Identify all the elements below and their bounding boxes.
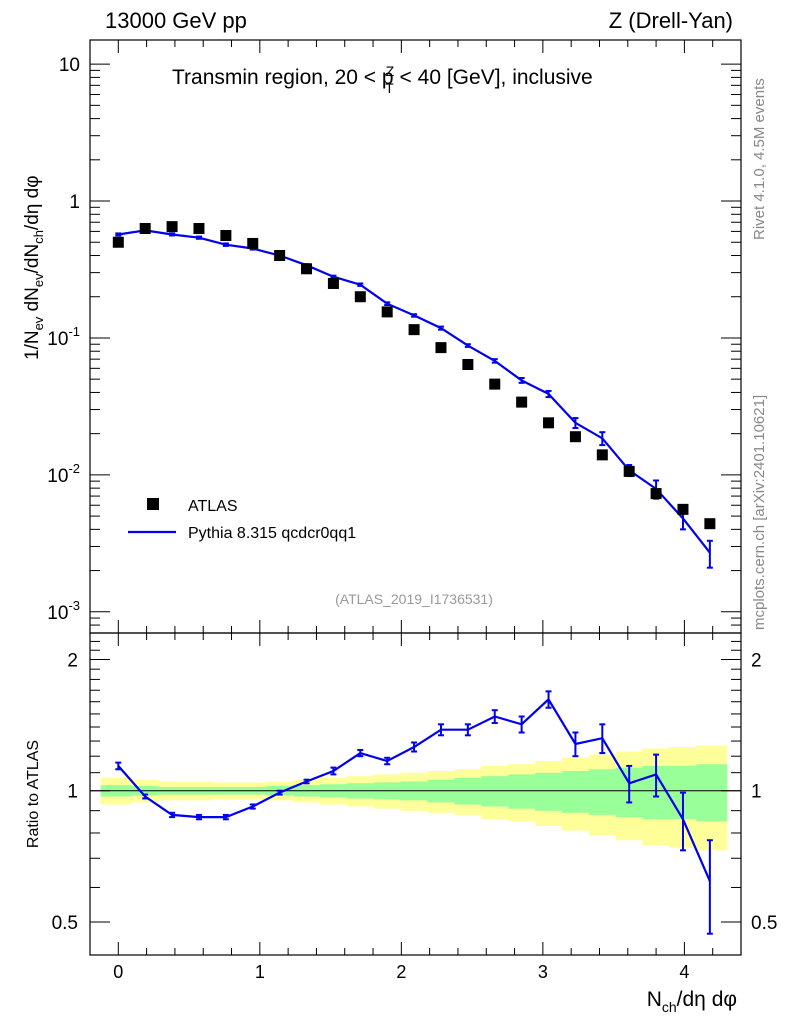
- ratio-y-tick-label-left: 1: [67, 782, 78, 803]
- data-point: [381, 306, 393, 318]
- mcplots-label: mcplots.cern.ch [arXiv:2401.10621]: [751, 395, 768, 630]
- data-point: [166, 221, 178, 233]
- ratio-uncertainty-bands: [100, 745, 728, 851]
- rivet-version-label: Rivet 4.1.0, 4.5M events: [751, 78, 768, 240]
- x-tick-label: 2: [396, 962, 406, 982]
- data-point: [462, 358, 474, 370]
- main-y-tick-label: 10-1: [47, 324, 80, 350]
- data-point: [247, 237, 259, 249]
- ratio-y-tick-label-right: 0.5: [751, 913, 777, 934]
- analysis-id-label: (ATLAS_2019_I1736531): [335, 591, 493, 607]
- data-point: [327, 277, 339, 289]
- data-point: [623, 465, 635, 477]
- ratio-y-axis-label: Ratio to ATLAS: [25, 740, 42, 848]
- plot-title-sub: T: [385, 80, 394, 96]
- x-axis-label: Nch/dη dφ: [647, 988, 737, 1015]
- x-tick-label: 3: [538, 962, 548, 982]
- header-right-label: Z (Drell-Yan): [609, 8, 733, 33]
- data-point: [112, 236, 124, 248]
- main-y-tick-label: 10-2: [47, 461, 80, 487]
- ratio-band-inner: [100, 764, 728, 822]
- data-point: [193, 223, 205, 235]
- data-point: [220, 230, 232, 242]
- x-tick-label: 4: [679, 962, 689, 982]
- data-point: [543, 417, 555, 429]
- ratio-plot-frame: [89, 632, 742, 956]
- ratio-y-tick-label-right: 2: [751, 650, 762, 671]
- data-series-main: [112, 221, 716, 530]
- plot-title: Transmin region, 20 < pZ T < 40 [GeV], in…: [172, 63, 593, 96]
- header-left-label: 13000 GeV pp: [105, 8, 247, 33]
- data-point: [354, 291, 366, 303]
- main-y-tick-label: 10-3: [47, 598, 80, 624]
- mc-series-main: [115, 228, 713, 569]
- plot-title-sup: Z: [386, 63, 395, 79]
- data-point: [274, 250, 286, 262]
- data-point: [704, 518, 716, 530]
- ratio-y-tick-label-left: 2: [67, 650, 78, 671]
- ratio-y-tick-label-left: 0.5: [52, 913, 78, 934]
- mc-series-ratio: [115, 690, 713, 935]
- data-point: [489, 378, 501, 390]
- legend-data-marker: [147, 498, 159, 510]
- ratio-axis-ticks: 0 1 2 3 4 0.5 0.5 1 1 2 2: [52, 633, 777, 982]
- data-point: [569, 431, 581, 443]
- main-axis-ticks: 10-3 10-2 10-1 1 10: [47, 40, 742, 634]
- data-point: [301, 263, 313, 275]
- data-point: [650, 488, 662, 500]
- data-point: [139, 223, 151, 235]
- x-tick-label: 1: [255, 962, 265, 982]
- data-point: [677, 503, 689, 515]
- data-point: [516, 396, 528, 408]
- plot-title-main: Transmin region, 20 < p: [172, 66, 394, 89]
- main-y-tick-label: 10: [59, 55, 80, 76]
- main-y-axis-label: 1/Nev dNev/dNch/dη dφ: [22, 175, 46, 360]
- plot-title-rest: < 40 [GeV], inclusive: [394, 66, 593, 89]
- legend-mc-label: Pythia 8.315 qcdcr0qq1: [188, 525, 356, 542]
- data-point: [408, 324, 420, 336]
- ratio-y-tick-label-right: 1: [751, 782, 762, 803]
- data-point: [596, 449, 608, 461]
- main-plot-frame: [89, 39, 742, 634]
- data-point: [435, 342, 447, 354]
- legend-data-label: ATLAS: [188, 498, 238, 515]
- x-tick-label: 0: [113, 962, 123, 982]
- main-y-tick-label: 1: [69, 192, 80, 213]
